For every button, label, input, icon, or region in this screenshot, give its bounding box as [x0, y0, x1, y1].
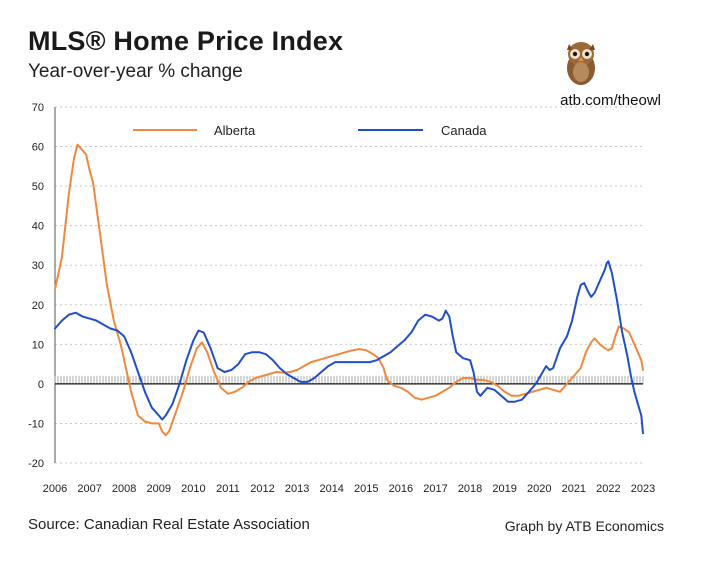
x-axis-ticks: 2006 2007 2008 2009 2010 2011 2012 2013 2014 2015… — [43, 483, 655, 495]
x-tick-label: 2020 — [527, 483, 551, 495]
legend-label-canada: Canada — [441, 123, 487, 138]
zero-band — [54, 375, 644, 385]
x-tick-label: 2013 — [285, 483, 309, 495]
x-tick-label: 2017 — [423, 483, 447, 495]
y-tick-label: -10 — [28, 418, 44, 430]
owl-icon — [567, 42, 595, 85]
brand-link[interactable]: atb.com/theowl — [560, 92, 661, 109]
x-tick-label: 2014 — [319, 483, 343, 495]
legend-label-alberta: Alberta — [214, 123, 256, 138]
x-tick-label: 2021 — [562, 483, 586, 495]
y-tick-label: -20 — [28, 458, 44, 470]
y-tick-label: 70 — [32, 102, 44, 114]
credit-note: Graph by ATB Economics — [504, 518, 664, 534]
x-tick-label: 2018 — [458, 483, 482, 495]
y-tick-label: 40 — [32, 221, 44, 233]
y-tick-label: 20 — [32, 300, 44, 312]
grid-lines — [54, 106, 643, 464]
x-tick-label: 2023 — [631, 483, 655, 495]
x-tick-label: 2019 — [492, 483, 516, 495]
series-line-alberta — [54, 143, 644, 437]
series-lines — [54, 143, 644, 437]
x-tick-label: 2022 — [596, 483, 620, 495]
legend: Alberta Canada — [133, 123, 487, 138]
y-tick-label: 50 — [32, 181, 44, 193]
y-tick-label: 10 — [32, 339, 44, 351]
x-tick-label: 2007 — [77, 483, 101, 495]
x-tick-label: 2009 — [147, 483, 171, 495]
x-tick-label: 2011 — [216, 483, 240, 495]
series-line-canada — [54, 260, 644, 435]
y-axis-ticks: 70 60 50 40 30 20 10 0 -10 -20 — [28, 102, 44, 470]
y-tick-label: 30 — [32, 260, 44, 272]
y-tick-label: 0 — [38, 379, 44, 391]
x-tick-label: 2012 — [250, 483, 274, 495]
x-tick-label: 2016 — [389, 483, 413, 495]
x-tick-label: 2010 — [181, 483, 205, 495]
x-tick-label: 2008 — [112, 483, 136, 495]
y-tick-label: 60 — [32, 142, 44, 154]
source-note: Source: Canadian Real Estate Association — [28, 516, 310, 533]
page-subtitle: Year-over-year % change — [28, 61, 243, 82]
page-title: MLS® Home Price Index — [28, 26, 344, 56]
x-tick-label: 2015 — [354, 483, 378, 495]
x-tick-label: 2006 — [43, 483, 67, 495]
